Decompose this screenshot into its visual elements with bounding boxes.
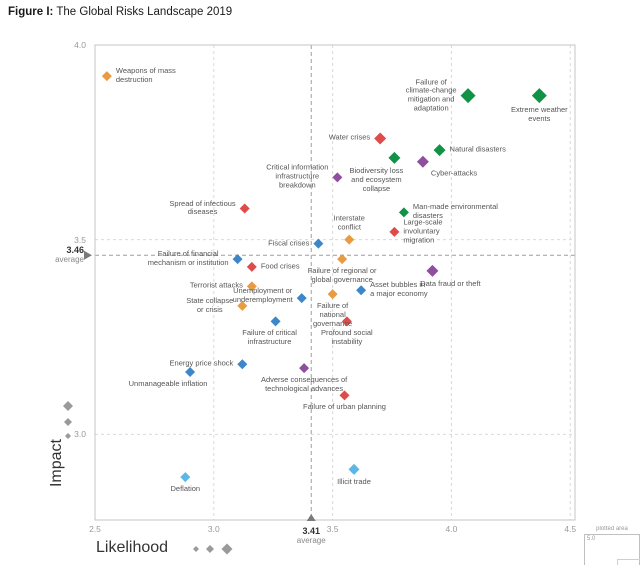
risk-label-food-crises: Food crises — [260, 261, 300, 271]
likelihood-average-label: 3.41 average — [297, 526, 326, 545]
risk-label-fiscal-crises: Fiscal crises — [268, 238, 310, 248]
risk-label-failure-of-regional-or-global-governance: Failure of regional or global governance — [307, 266, 377, 284]
risk-label-energy-price-shock: Energy price shock — [169, 358, 234, 368]
risk-label-illicit-trade: Illicit trade — [337, 476, 371, 486]
risk-point-asset-bubbles-in-a-major-economy — [356, 285, 367, 296]
risk-point-fiscal-crises — [313, 238, 324, 249]
risk-point-interstate-conflict — [344, 234, 355, 245]
risk-point-state-collapse-or-crisis — [237, 300, 248, 311]
risk-label-asset-bubbles-in-a-major-economy: Asset bubbles in a major economy — [370, 280, 428, 299]
risk-point-biodiversity-loss-and-ecosystem-collapse — [388, 151, 401, 164]
impact-axis-title: Impact — [48, 438, 65, 488]
risk-point-adverse-consequences-of-technological-advances — [299, 363, 310, 374]
figure-name: The Global Risks Landscape 2019 — [56, 6, 233, 18]
likelihood-axis-title-text: Likelihood — [96, 539, 169, 556]
risk-label-large-scale-involuntary-migration: Large-scale involuntary migration — [403, 217, 443, 245]
plotted-area-box: 5.0 — [584, 534, 640, 565]
risk-label-deflation: Deflation — [170, 484, 201, 494]
likelihood-average-value: 3.41 — [302, 526, 320, 536]
x-tick-label: 4.0 — [445, 524, 458, 534]
impact-average-value: 3.46 — [66, 245, 84, 256]
risk-label-state-collapse-or-crisis: State collapse or crisis — [186, 296, 234, 314]
plotted-area-inner-rect — [617, 559, 640, 565]
risk-label-data-fraud-or-theft: Data fraud or theft — [420, 278, 481, 288]
risk-label-unmanageable-inflation: Unmanageable inflation — [128, 379, 208, 389]
y-tick-label: 3.0 — [74, 429, 86, 440]
risk-label-interstate-conflict: Interstate conflict — [333, 212, 365, 231]
risk-label-cyber-attacks: Cyber-attacks — [430, 168, 478, 178]
risk-point-failure-of-national-governance — [327, 289, 338, 300]
risk-point-data-fraud-or-theft — [426, 264, 439, 277]
risk-point-terrorist-attacks — [246, 281, 257, 292]
plotted-area-label: plotted area — [596, 526, 628, 532]
plotted-area-max-label: 5.0 — [587, 536, 596, 542]
risk-point-profound-social-instability — [341, 316, 352, 327]
risk-point-unmanageable-inflation — [185, 367, 196, 378]
risk-point-deflation — [180, 472, 191, 483]
risk-label-failure-of-national-governance: Failure of national governance — [313, 301, 353, 328]
risk-point-failure-of-urban-planning — [339, 390, 350, 401]
x-tick-label: 3.0 — [207, 524, 220, 534]
risk-point-failure-of-critical-infrastructure — [270, 316, 281, 327]
risk-label-biodiversity-loss-and-ecosystem-collapse: Biodiversity loss and ecosystem collapse — [349, 165, 404, 193]
impact-average-marker-icon — [84, 250, 92, 260]
risk-label-failure-of-climate-change-mitigation-and-adaptation: Failure of climate-change mitigation and… — [405, 76, 457, 113]
risk-point-spread-of-infectious-diseases — [239, 203, 250, 214]
impact-average-label: 3.46 average — [38, 245, 84, 264]
risk-point-unemployment-or-underemployment — [296, 293, 307, 304]
risk-label-weapons-of-mass-destruction: Weapons of mass destruction — [115, 66, 176, 85]
likelihood-scale-diamonds-icon — [193, 543, 233, 555]
risk-point-failure-of-financial-mechanism-or-institution — [232, 254, 243, 265]
risk-label-natural-disasters: Natural disasters — [449, 144, 506, 154]
risk-point-cyber-attacks — [416, 155, 429, 168]
risk-label-profound-social-instability: Profound social instability — [321, 328, 373, 347]
risk-point-failure-of-climate-change-mitigation-and-adaptation — [460, 88, 476, 104]
likelihood-axis-title: Likelihood — [96, 539, 240, 557]
risk-point-energy-price-shock — [237, 359, 248, 370]
risk-point-illicit-trade — [348, 463, 360, 475]
risk-label-failure-of-urban-planning: Failure of urban planning — [303, 402, 386, 412]
plotted-area-inset: plotted area 5.0 — [584, 526, 640, 565]
x-tick-label: 2.5 — [89, 524, 101, 534]
likelihood-average-marker-icon — [306, 514, 316, 521]
risk-label-critical-information-infrastructure-breakdown: Critical information infrastructure brea… — [266, 163, 329, 190]
risk-point-failure-of-regional-or-global-governance — [337, 254, 348, 265]
risk-label-failure-of-critical-infrastructure: Failure of critical infrastructure — [242, 328, 297, 347]
risk-label-adverse-consequences-of-technological-advances: Adverse consequences of technological ad… — [260, 375, 348, 393]
impact-scale-diamonds-icon — [63, 401, 73, 439]
risk-point-weapons-of-mass-destruction — [101, 71, 112, 82]
risk-point-food-crises — [246, 261, 257, 272]
figure-title: Figure I: The Global Risks Landscape 2019 — [8, 6, 232, 18]
x-tick-label: 3.5 — [326, 524, 339, 534]
risk-label-spread-of-infectious-diseases: Spread of infectious diseases — [169, 198, 236, 217]
risk-label-extreme-weather-events: Extreme weather events — [510, 105, 568, 123]
plot-border — [94, 44, 576, 521]
risk-label-water-crises: Water crises — [328, 133, 371, 143]
risk-point-large-scale-involuntary-migration — [389, 226, 400, 237]
risk-point-man-made-environmental-disasters — [398, 207, 409, 218]
risk-point-natural-disasters — [433, 144, 446, 157]
risk-label-unemployment-or-underemployment: Unemployment or underemployment — [232, 286, 293, 305]
y-tick-label: 4.0 — [74, 40, 86, 50]
risk-point-extreme-weather-events — [531, 88, 547, 104]
risk-point-water-crises — [374, 132, 387, 145]
risk-point-critical-information-infrastructure-breakdown — [332, 172, 343, 183]
risk-label-terrorist-attacks: Terrorist attacks — [189, 280, 243, 290]
y-tick-label: 3.5 — [74, 234, 86, 245]
figure-number: Figure I: — [8, 6, 54, 18]
risk-label-failure-of-financial-mechanism-or-institution: Failure of financial mechanism or instit… — [147, 249, 229, 268]
likelihood-average-caption: average — [296, 536, 326, 545]
risk-label-man-made-environmental-disasters: Man-made environmental disasters — [412, 202, 498, 221]
x-tick-label: 4.5 — [564, 524, 577, 534]
impact-average-caption: average — [55, 255, 84, 265]
